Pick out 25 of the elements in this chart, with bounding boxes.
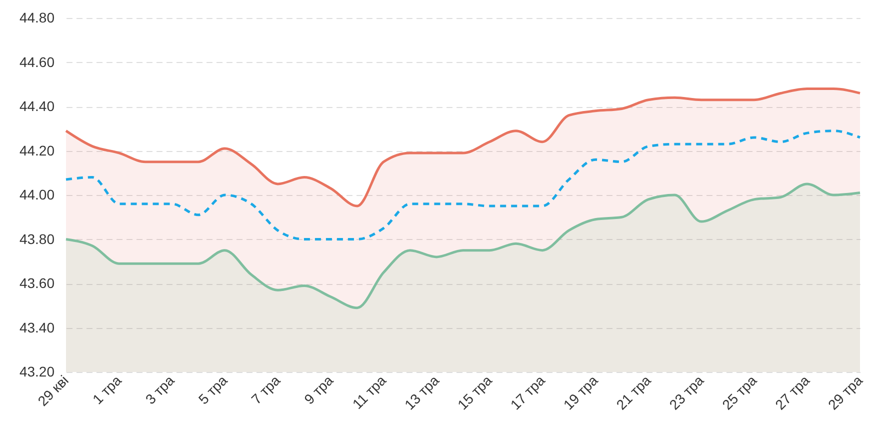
- y-tick-label: 44.80: [19, 10, 55, 26]
- x-tick-label: 5 тра: [195, 372, 230, 408]
- x-tick-label: 17 тра: [507, 372, 548, 413]
- x-tick-label: 7 тра: [248, 372, 284, 408]
- x-tick-label: 3 тра: [142, 372, 178, 408]
- y-tick-label: 43.80: [19, 230, 55, 247]
- line-series: [64, 130, 862, 240]
- x-tick-label: 19 тра: [560, 372, 601, 413]
- x-tick-label: 1 тра: [89, 372, 125, 408]
- x-tick-label: 21 тра: [613, 372, 654, 413]
- y-tick-label: 44.00: [19, 186, 55, 202]
- x-tick-label: 23 тра: [666, 372, 707, 413]
- x-tick-label: 27 тра: [772, 372, 813, 413]
- y-tick-label: 44.40: [19, 98, 55, 114]
- y-tick-label: 43.60: [19, 275, 55, 291]
- x-tick-label: 11 тра: [349, 372, 390, 412]
- y-tick-label: 43.40: [19, 319, 55, 336]
- y-tick-label: 43.20: [19, 364, 55, 380]
- x-tick-label: 29 тра: [824, 372, 866, 413]
- y-tick-label: 44.60: [19, 54, 55, 70]
- x-tick-label: 9 тра: [300, 372, 336, 408]
- x-tick-label: 25 тра: [718, 372, 760, 413]
- x-tick-label: 15 тра: [454, 372, 496, 413]
- x-tick-label: 13 тра: [401, 372, 442, 413]
- y-tick-label: 44.20: [19, 142, 55, 158]
